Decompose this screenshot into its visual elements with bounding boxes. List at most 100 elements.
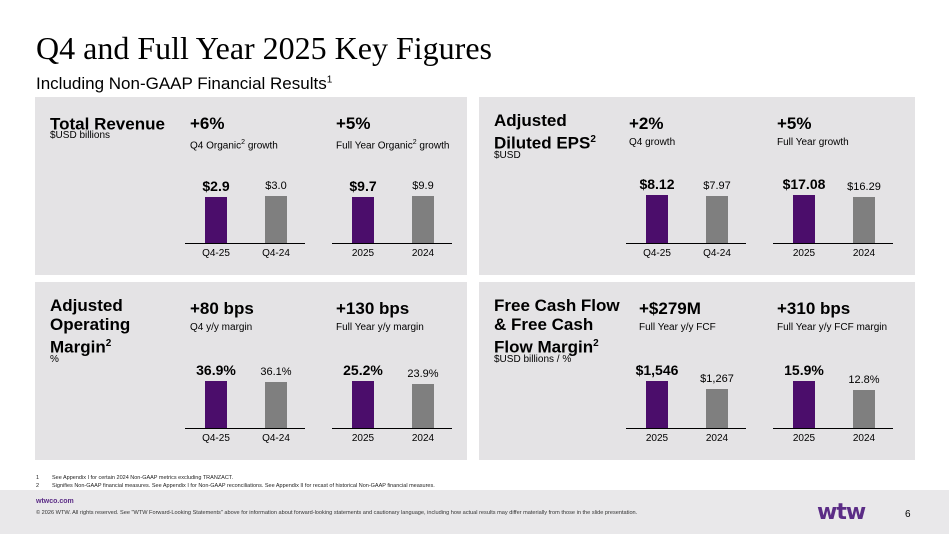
- panel-title-sup: 2: [590, 134, 596, 145]
- panel-title: Total Revenue: [50, 111, 165, 134]
- footnote-text: See Appendix I for certain 2024 Non-GAAP…: [52, 475, 234, 481]
- panel-unit: $USD billions / %: [494, 354, 572, 365]
- panel-title-text: Adjusted Diluted EPS: [494, 111, 591, 153]
- data-label: $9.7: [349, 178, 377, 194]
- bar-2024: [706, 389, 728, 428]
- footnote: 2 Signifies Non-GAAP financial measures. …: [36, 482, 435, 490]
- category-label: Q4-24: [703, 248, 731, 259]
- metric-value: +310 bps: [777, 299, 851, 318]
- x-axis-line: [773, 428, 893, 429]
- subtitle-text: Including Non-GAAP Financial Results: [36, 74, 327, 93]
- metric-value: +130 bps: [336, 299, 410, 318]
- q4-margin-chart: 36.9% Q4-25 36.1% Q4-24: [185, 332, 305, 444]
- x-axis-line: [773, 243, 893, 244]
- metric-caption-text: Q4 Organic: [190, 140, 242, 152]
- category-label: 2024: [411, 248, 435, 259]
- category-label: Q4-24: [262, 248, 290, 259]
- bar-2024: [853, 390, 875, 428]
- q4-eps-chart: $8.12 Q4-25 $7.97 Q4-24: [626, 147, 746, 259]
- panel-title-text: Adjusted Operating Margin: [50, 296, 131, 357]
- free-cash-flow-panel: Free Cash Flow & Free Cash Flow Margin2 …: [479, 282, 915, 460]
- metric-caption-text: Full Year Organic: [336, 140, 413, 152]
- page-number: 6: [905, 509, 911, 520]
- footnote-number: 2: [36, 483, 40, 489]
- q4-revenue-chart: $2.9 Q4-25 $3.0 Q4-24: [185, 147, 305, 259]
- panel-title-sup: 2: [105, 338, 112, 349]
- category-label: 2025: [792, 248, 816, 259]
- panel-title: Adjusted Diluted EPS2: [494, 111, 596, 153]
- data-label: $2.9: [202, 178, 230, 194]
- x-axis-line: [332, 243, 452, 244]
- bar-2025: [352, 197, 374, 243]
- panel-title: Adjusted Operating Margin2: [50, 296, 130, 357]
- data-label: 25.2%: [343, 362, 383, 378]
- fy-eps-chart: $17.08 2025 $16.29 2024: [773, 147, 893, 259]
- category-label: Q4-25: [202, 248, 230, 259]
- panel-title-text: Total Revenue: [50, 114, 165, 134]
- footnote-text: Signifies Non-GAAP financial measures. S…: [52, 483, 435, 489]
- bar-2025: [793, 195, 815, 243]
- data-label: 12.8%: [848, 374, 880, 386]
- bar-q4-25: [205, 197, 227, 243]
- category-label: 2025: [351, 433, 375, 444]
- panel-title: Free Cash Flow & Free Cash Flow Margin2: [494, 296, 620, 357]
- panel-unit: %: [50, 354, 59, 365]
- bar-2025: [352, 381, 374, 428]
- metric-value: +2%: [629, 114, 664, 133]
- category-label: 2024: [852, 433, 876, 444]
- footnote-number: 1: [36, 475, 40, 481]
- data-label: $1,267: [700, 373, 734, 385]
- data-label: 36.1%: [260, 366, 292, 378]
- fy-margin-chart: 25.2% 2025 23.9% 2024: [332, 332, 452, 444]
- metric-caption-text-end: growth: [416, 140, 450, 152]
- metric-caption: Full Year y/y FCF margin: [777, 322, 888, 333]
- fy-revenue-chart: $9.7 2025 $9.9 2024: [332, 147, 452, 259]
- data-label: $9.9: [412, 180, 434, 192]
- metric-value: +80 bps: [190, 299, 254, 318]
- category-label: Q4-25: [643, 248, 671, 259]
- subtitle-footnote-ref: 1: [326, 74, 333, 86]
- panel-title-sup: 2: [593, 338, 599, 349]
- category-label: 2025: [792, 433, 816, 444]
- q4-metric: +6% Q4 Organic2 growth: [190, 114, 330, 152]
- x-axis-line: [332, 428, 452, 429]
- data-label: $1,546: [635, 362, 679, 378]
- data-label: 23.9%: [407, 368, 439, 380]
- footer-bar: [0, 490, 949, 534]
- x-axis-line: [185, 428, 305, 429]
- metric-caption: Q4 y/y margin: [190, 322, 253, 333]
- metric-caption-sup: 2: [241, 139, 246, 146]
- website-link[interactable]: wtwco.com: [36, 498, 74, 505]
- panel-unit: $USD billions: [50, 130, 111, 141]
- bar-q4-24: [265, 196, 287, 243]
- footnote: 1 See Appendix I for certain 2024 Non-GAA…: [36, 474, 435, 482]
- metric-caption-text-end: growth: [245, 140, 278, 152]
- total-revenue-panel: Total Revenue $USD billions +6% Q4 Organ…: [35, 97, 467, 275]
- fcf-chart: $1,546 2025 $1,267 2024: [626, 332, 746, 444]
- fcf-margin-metric: +310 bps Full Year y/y FCF margin: [777, 299, 917, 334]
- fy-metric: +5% Full Year Organic2 growth: [336, 114, 476, 152]
- metric-caption: Full Year Organic2 growth: [336, 136, 476, 152]
- bar-2024: [412, 384, 434, 428]
- metric-caption: Full Year y/y margin: [336, 322, 424, 333]
- fy-metric: +130 bps Full Year y/y margin: [336, 299, 476, 334]
- metric-caption-sup: 2: [412, 139, 417, 146]
- bar-q4-25: [205, 381, 227, 428]
- data-label: $7.97: [703, 180, 731, 192]
- category-label: 2024: [705, 433, 729, 444]
- data-label: 36.9%: [196, 362, 236, 378]
- category-label: Q4-25: [202, 433, 230, 444]
- fy-metric: +5% Full Year growth: [777, 114, 917, 149]
- metric-value: +5%: [777, 114, 812, 133]
- wtw-logo: wtw: [817, 500, 866, 525]
- page-title: Q4 and Full Year 2025 Key Figures: [36, 30, 492, 66]
- adjusted-eps-panel: Adjusted Diluted EPS2 $USD +2% Q4 growth…: [479, 97, 915, 275]
- bar-q4-24: [265, 382, 287, 428]
- metric-value: +$279M: [639, 299, 701, 318]
- bar-2024: [412, 196, 434, 243]
- metric-caption: Q4 growth: [629, 137, 676, 148]
- category-label: 2024: [852, 248, 876, 259]
- page-subtitle: Including Non-GAAP Financial Results1: [36, 74, 332, 94]
- x-axis-line: [626, 428, 746, 429]
- metric-value: +6%: [190, 114, 225, 133]
